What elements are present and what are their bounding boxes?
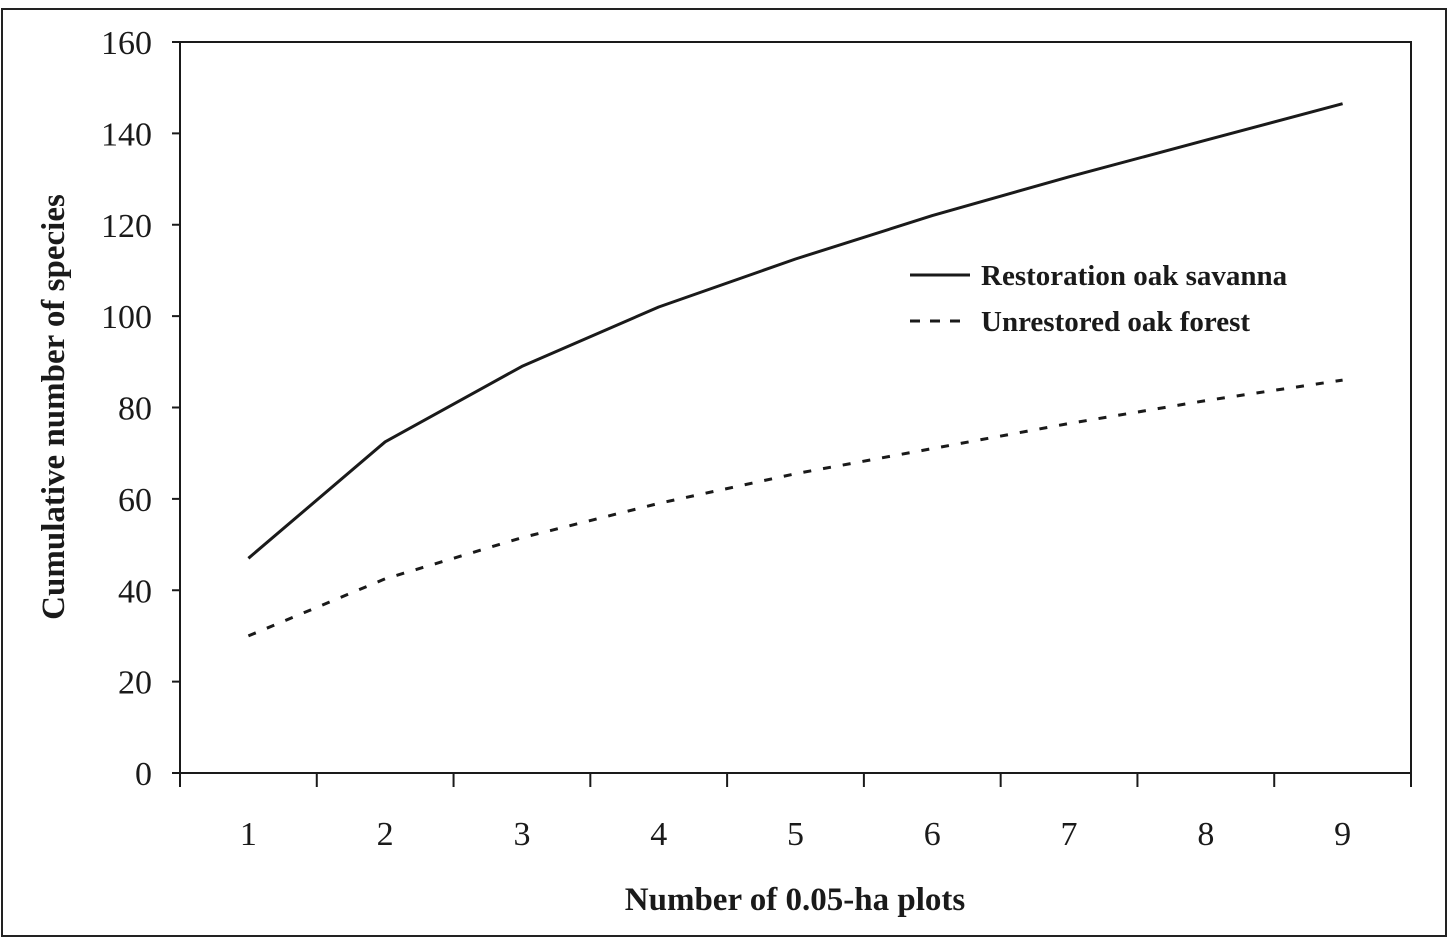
legend: Restoration oak savanna Unrestored oak f… xyxy=(910,260,1288,338)
x-tick-label: 6 xyxy=(924,816,941,853)
y-tick-label: 140 xyxy=(101,116,152,153)
y-tick-label: 80 xyxy=(118,391,152,428)
y-tick-label: 20 xyxy=(118,665,152,702)
x-tick-label: 1 xyxy=(240,816,257,853)
point-unrestored-3 xyxy=(520,536,523,539)
point-unrestored-4 xyxy=(657,502,660,505)
y-tick-label: 160 xyxy=(101,25,152,62)
x-tick-label: 5 xyxy=(787,816,804,853)
point-restoration-7 xyxy=(1068,175,1071,178)
y-tick-label: 120 xyxy=(101,208,152,245)
plot-area-border xyxy=(179,41,1412,774)
series-layer xyxy=(247,102,1344,638)
point-restoration-6 xyxy=(931,214,934,217)
x-tick-label: 3 xyxy=(513,816,530,853)
point-unrestored-9 xyxy=(1341,379,1344,382)
x-tick-label: 9 xyxy=(1334,816,1351,853)
legend-label-unrestored: Unrestored oak forest xyxy=(981,306,1250,338)
y-tick-label: 0 xyxy=(135,756,152,793)
x-tick-label: 4 xyxy=(650,816,667,853)
x-axis-title: Number of 0.05-ha plots xyxy=(625,882,966,918)
point-restoration-2 xyxy=(384,440,387,443)
x-tick-label: 8 xyxy=(1197,816,1214,853)
point-unrestored-5 xyxy=(794,472,797,475)
point-unrestored-7 xyxy=(1068,422,1071,425)
point-restoration-9 xyxy=(1341,102,1344,105)
point-unrestored-1 xyxy=(247,634,250,637)
series-line-unrestored xyxy=(247,378,1343,638)
axes xyxy=(179,41,1412,774)
chart-frame xyxy=(1,8,1447,937)
point-restoration-3 xyxy=(520,365,523,368)
point-restoration-5 xyxy=(794,258,797,261)
point-restoration-1 xyxy=(247,557,250,560)
y-axis-title: Cumulative number of species xyxy=(36,194,72,620)
point-unrestored-6 xyxy=(931,447,934,450)
point-unrestored-8 xyxy=(1204,399,1207,402)
axis-ticks: 0 20 40 60 80 100 120 140 160 1 2 3 4 5 6 7 8 9 xyxy=(101,25,1412,853)
y-tick-label: 60 xyxy=(118,482,152,519)
legend-label-restoration: Restoration oak savanna xyxy=(981,260,1288,292)
x-tick-label: 7 xyxy=(1061,816,1078,853)
point-restoration-8 xyxy=(1204,139,1207,142)
y-tick-label: 40 xyxy=(118,573,152,610)
point-unrestored-2 xyxy=(384,577,387,580)
series-line-restoration xyxy=(247,102,1343,560)
point-restoration-4 xyxy=(657,305,660,308)
x-tick-label: 2 xyxy=(377,816,394,853)
y-tick-label: 100 xyxy=(101,299,152,336)
